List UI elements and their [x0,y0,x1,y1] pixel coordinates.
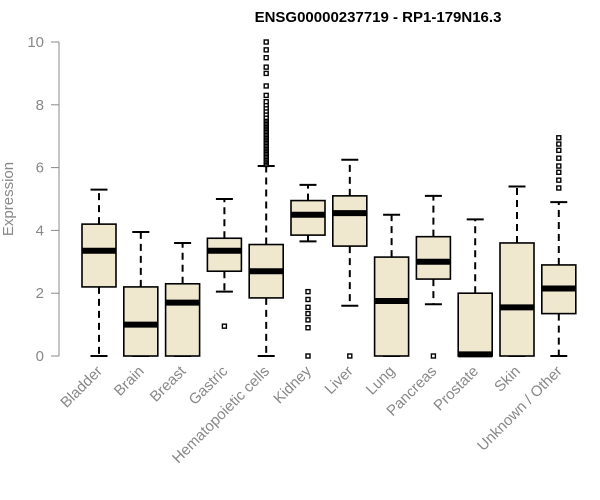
x-tick-label: Lung [363,363,399,399]
y-tick-label: 6 [36,160,44,177]
y-tick-label: 8 [36,97,44,114]
outlier-point [305,304,311,311]
outlier-point [263,55,269,61]
iqr-box [290,199,326,236]
outlier-point [305,296,311,303]
box-gastric [206,198,243,329]
x-tick-label: Liver [322,363,357,398]
iqr-box [206,237,243,273]
outlier-point [556,135,562,141]
box-bladder [81,188,117,357]
y-tick-label: 0 [36,348,44,365]
box-hematopoietic-cells [248,39,284,357]
outlier-point [263,70,269,77]
outlier-point [556,141,562,147]
outlier-point [263,83,269,89]
y-tick-label: 4 [36,222,44,239]
outlier-point [305,310,311,317]
outlier-point [430,353,437,359]
outlier-point [556,163,562,169]
outlier-point [556,155,562,161]
outlier-point [556,185,562,191]
outlier-point [556,147,562,154]
outlier-point [263,39,269,45]
y-tick-label: 10 [27,34,44,51]
box-prostate [457,218,494,358]
chart-title: ENSG00000237719 - RP1-179N16.3 [255,9,502,26]
x-tick-label: Kidney [270,362,315,407]
box-kidney [290,183,326,359]
x-tick-label: Breast [147,362,190,405]
box-liver [331,158,368,359]
iqr-box [457,292,494,357]
y-tick-label: 2 [36,285,44,302]
iqr-box [81,223,117,288]
iqr-box [164,282,201,357]
box-skin [499,185,535,357]
y-axis: 0 2 4 6 8 10 [27,34,60,365]
outlier-point [305,353,311,359]
outlier-point [556,177,562,183]
iqr-box [123,286,159,357]
outlier-point [263,92,269,99]
outlier-point [305,288,311,295]
outlier-point [263,47,269,53]
box-lung [373,213,410,357]
outlier-point [221,323,228,329]
iqr-box [415,235,452,280]
box-breast [164,241,201,357]
iqr-box [499,242,535,357]
box-pancreas [415,194,452,359]
x-tick-label: Prostate [430,363,482,415]
box-unknown-other [540,135,577,357]
y-axis-label: Expression [0,162,17,236]
boxes [81,39,577,359]
x-tick-label: Skin [491,363,524,396]
box-brain [123,230,159,357]
outlier-point [556,169,562,176]
outlier-point [263,64,269,70]
outlier-point [305,325,311,331]
outlier-point [305,317,311,323]
outlier-point [263,98,269,105]
x-tick-label: Brain [111,363,148,400]
outlier-point [347,353,353,359]
iqr-box [331,195,368,247]
x-tick-label: Bladder [57,363,106,412]
iqr-box [373,256,410,357]
